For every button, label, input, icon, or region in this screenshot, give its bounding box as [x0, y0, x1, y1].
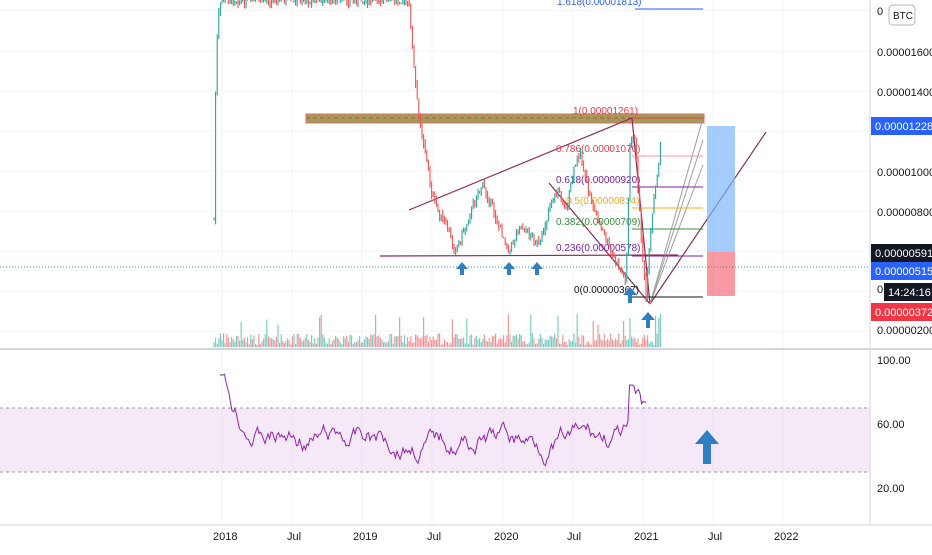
fib-retracement[interactable] [632, 8, 703, 298]
fib-label-1: 1(0.00001261) [573, 106, 638, 117]
time-tick: Jul [567, 531, 581, 543]
price-badge-blue-text: 0.00000515 [875, 266, 932, 278]
rsi-arrow-icon [695, 430, 719, 464]
time-tick: 2018 [213, 531, 237, 543]
countdown-badge [884, 283, 932, 301]
rsi-line [220, 373, 647, 467]
price-tick: 0.00001400 [877, 87, 932, 99]
arrow-icon [531, 262, 543, 275]
rsi-band [0, 408, 870, 472]
rsi-tick: 100.00 [877, 355, 911, 367]
rsi-tick: 20.00 [877, 483, 905, 495]
price-badges: 0.00001228 0.00000591 0.00000515 14:24:1… [871, 117, 932, 321]
price-grid [0, 0, 870, 525]
arrow-icon [641, 312, 655, 328]
price-badge-blue [871, 262, 932, 280]
price-tick: 0.00001000 [877, 167, 932, 179]
fib-label-0: 0(0.00000367) [574, 285, 639, 296]
arrow-icon [623, 287, 637, 303]
projection-lines [649, 117, 704, 305]
time-tick: Jul [287, 531, 301, 543]
time-tick: 2022 [774, 531, 798, 543]
price-tick: 0.00000800 [877, 207, 932, 219]
countdown-badge-text: 14:24:16 [888, 287, 931, 299]
price-tick: 0.00001600 [877, 47, 932, 59]
price-tick: 0 [877, 284, 883, 296]
price-badge-red [871, 303, 932, 321]
time-tick: 2021 [634, 531, 658, 543]
price-badge-black [871, 244, 932, 262]
price-badge-black-text: 0.00000591 [875, 248, 932, 260]
currency-badge-label: BTC [893, 11, 913, 22]
price-axis[interactable]: 0 0.00001600 0.00001400 0.00001000 0.000… [877, 6, 932, 337]
price-tick: 0 [877, 6, 883, 18]
price-badge-top [871, 117, 932, 135]
price-candles [213, 0, 661, 303]
time-tick: Jul [427, 531, 441, 543]
fib-label-0618: 0.618(0.00000920) [556, 175, 641, 186]
currency-badge[interactable]: BTC [888, 4, 916, 26]
fib-label-05: 0.5(0.00000814) [566, 196, 639, 207]
long-position-stop[interactable] [707, 252, 735, 296]
volume-bars [213, 313, 662, 347]
time-tick: 2019 [353, 531, 377, 543]
fib-label-0236: 0.236(0.00000578) [556, 243, 641, 254]
arrow-icon [503, 262, 515, 275]
price-tick: 0.00000200 [877, 325, 932, 337]
time-axis[interactable]: 2018 Jul 2019 Jul 2020 Jul 2021 Jul 2022 [213, 531, 798, 543]
rsi-axis[interactable]: 100.00 60.00 20.00 [877, 355, 911, 495]
price-badge-red-text: 0.00000372 [875, 307, 932, 319]
arrow-icon [456, 262, 468, 275]
price-badge-top-text: 0.00001228 [875, 121, 932, 133]
fib-label-0786: 0.786(0.00001070) [556, 144, 641, 155]
time-tick: Jul [708, 531, 722, 543]
time-tick: 2020 [494, 531, 518, 543]
rsi-indicator [220, 373, 647, 467]
buy-arrows [456, 262, 719, 464]
rsi-tick: 60.00 [877, 419, 905, 431]
long-position-target-fill [707, 126, 735, 252]
fib-label-1618: 1.618(0.00001813) [557, 0, 642, 8]
